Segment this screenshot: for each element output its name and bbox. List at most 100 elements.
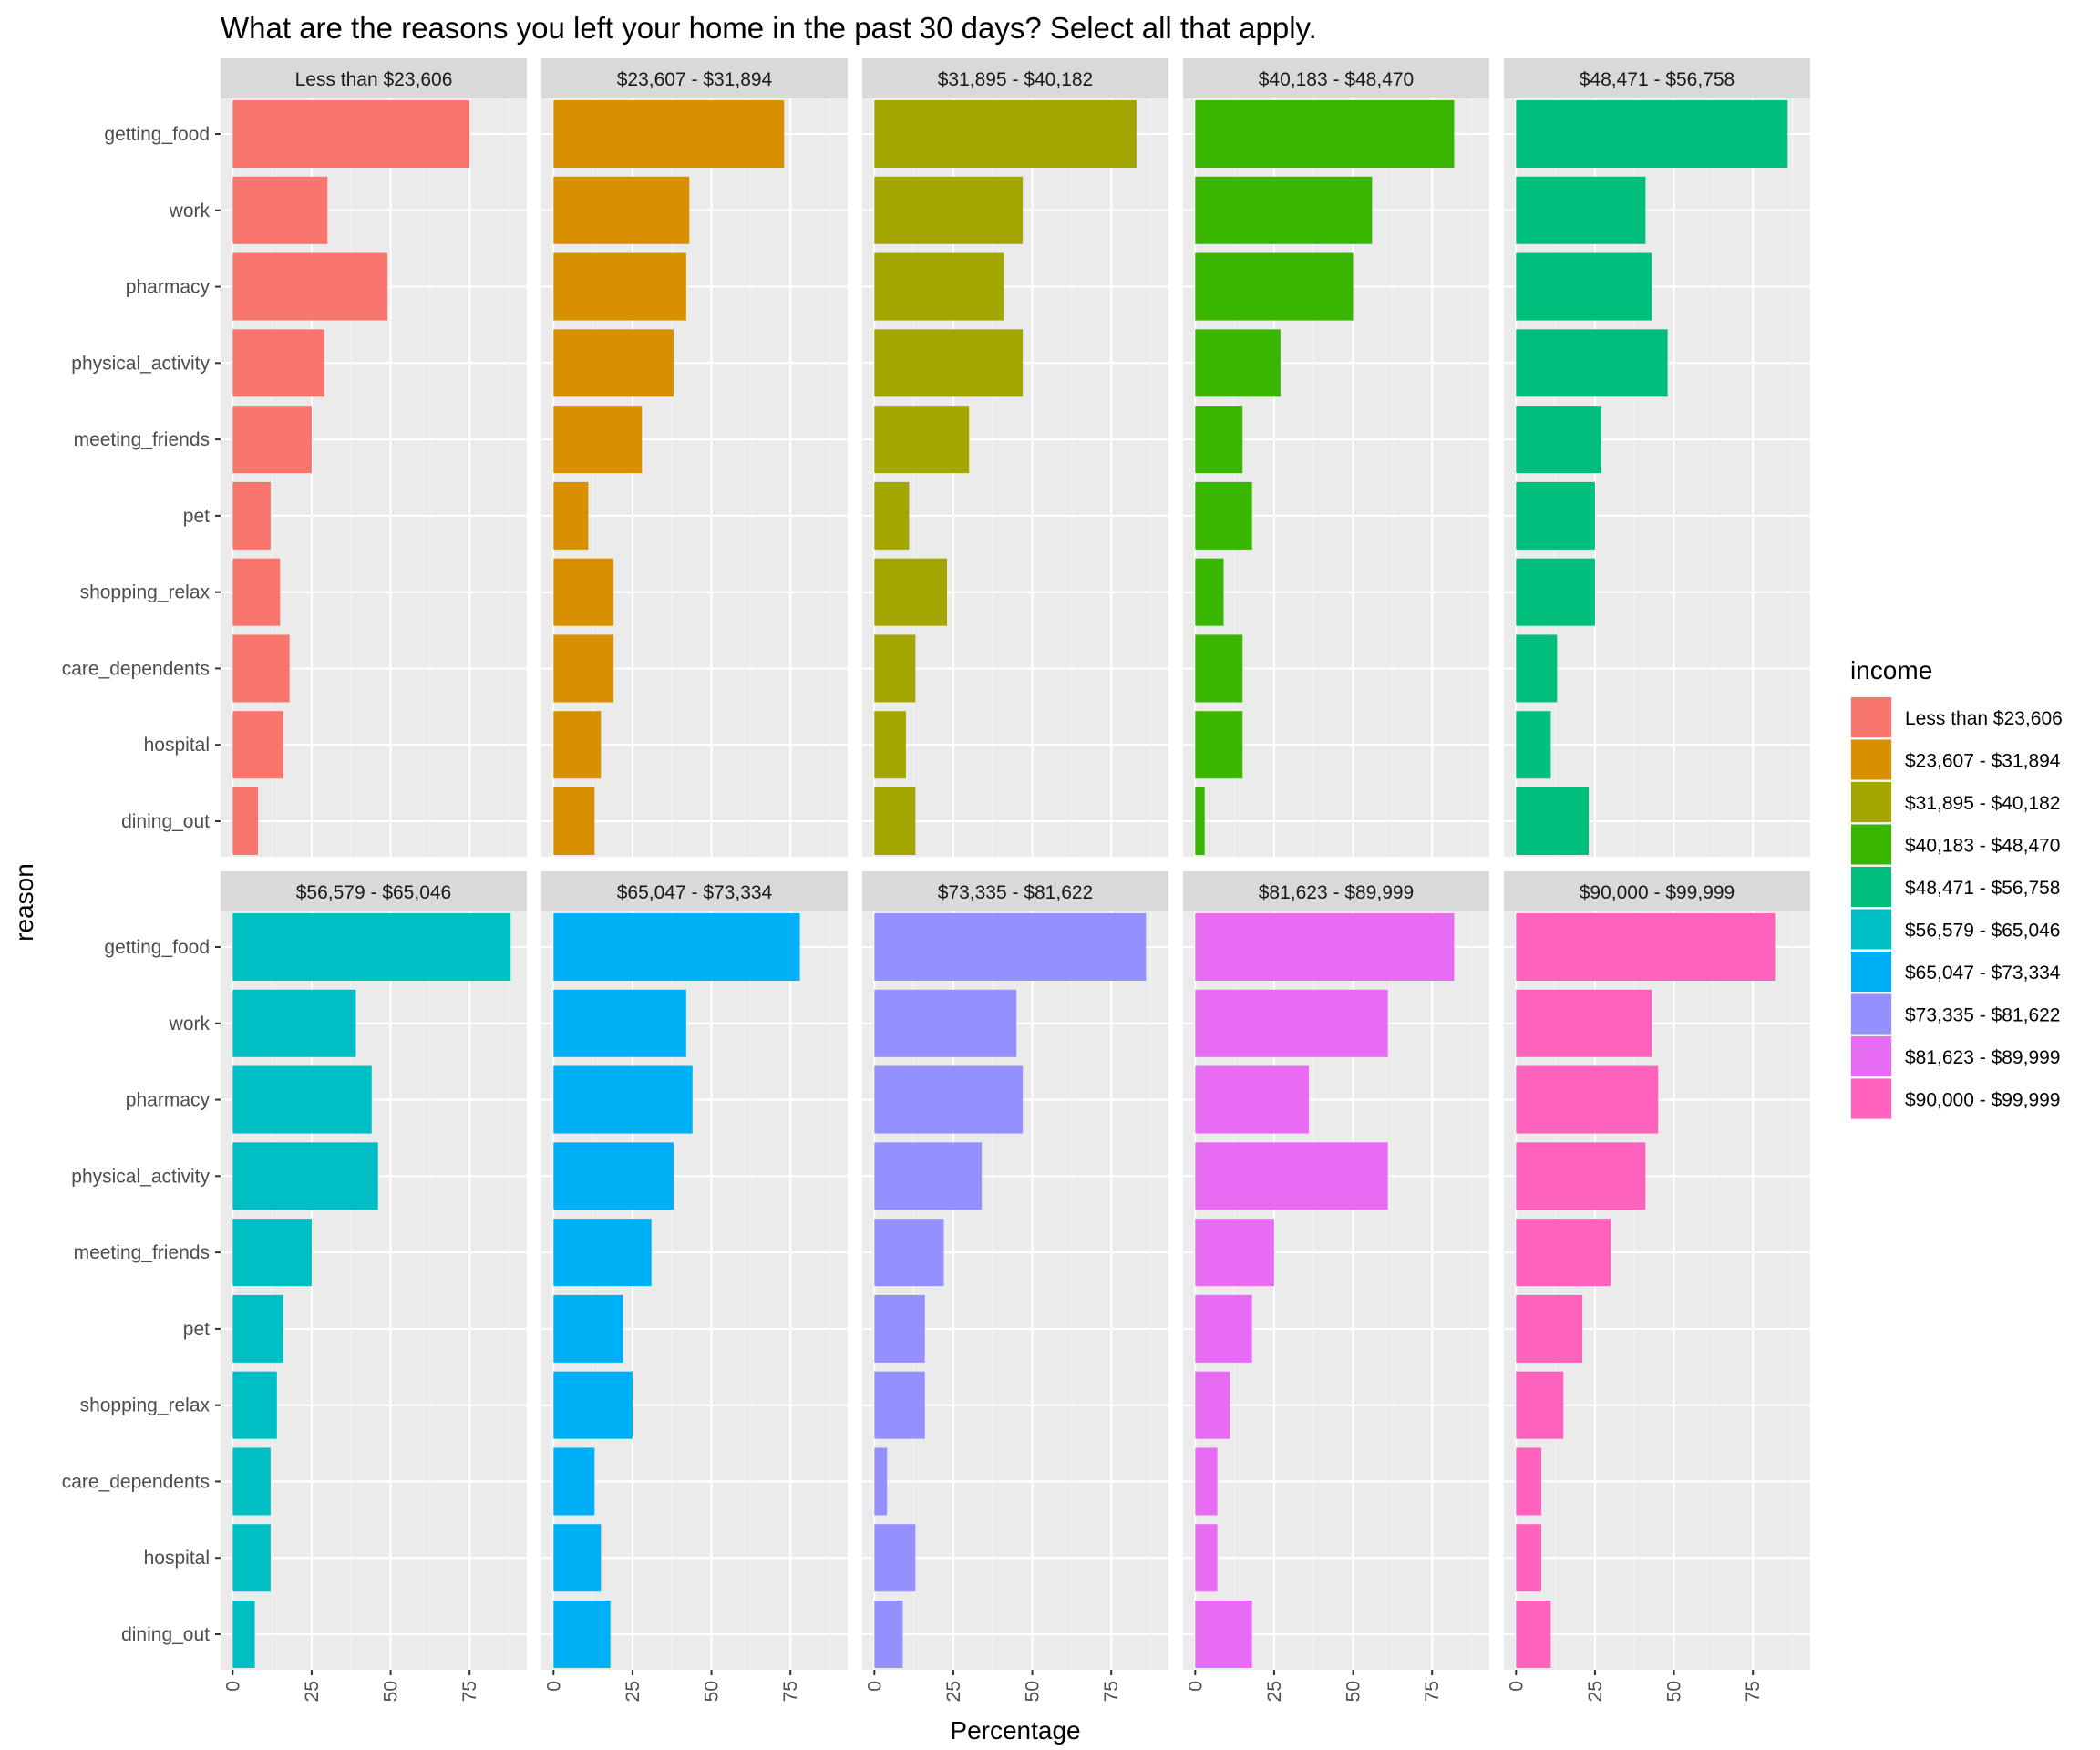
x-tick-label: 25 [623, 1681, 643, 1702]
bar [553, 1371, 633, 1439]
bar [232, 176, 328, 244]
bar [874, 1219, 944, 1287]
legend-swatch [1851, 1036, 1891, 1076]
facet-strip [1504, 58, 1810, 98]
bar [553, 788, 595, 855]
x-tick-label: 0 [864, 1681, 885, 1692]
bar [1516, 788, 1589, 855]
bar [1195, 100, 1455, 168]
legend-swatch [1851, 993, 1891, 1035]
bar [1516, 1065, 1659, 1134]
legend-swatch [1851, 824, 1891, 865]
bar [553, 176, 690, 244]
bar [874, 634, 916, 703]
x-axis-title: Percentage [950, 1716, 1080, 1745]
legend: income Less than $23,606 $23,607 - $31,89… [1850, 656, 2063, 1120]
bar [553, 711, 602, 779]
y-tick-label: dining_out [121, 811, 210, 832]
facet-strip-label: $65,047 - $73,334 [617, 882, 773, 903]
bar [1516, 100, 1788, 168]
bar [874, 1294, 925, 1363]
bar [874, 1524, 916, 1592]
bar [1516, 329, 1668, 397]
bar [1195, 481, 1252, 550]
bar [874, 1142, 983, 1210]
bar [232, 913, 511, 981]
bar [232, 634, 290, 703]
bar [1195, 406, 1243, 474]
bar [232, 788, 259, 855]
bar [1195, 1524, 1218, 1592]
bar [232, 100, 470, 168]
legend-label: $23,607 - $31,894 [1905, 751, 2061, 772]
bar [553, 1065, 693, 1134]
bar [232, 1601, 255, 1668]
bar [1195, 634, 1243, 703]
y-tick-label: hospital [144, 1548, 210, 1569]
bar [874, 1447, 888, 1516]
bar [553, 1219, 652, 1287]
legend-items: Less than $23,606 $23,607 - $31,894 $31,89… [1850, 696, 2063, 1120]
bar [874, 329, 1024, 397]
facet-strip-label: $40,183 - $48,470 [1259, 69, 1414, 90]
bar [1516, 481, 1595, 550]
bar [553, 989, 686, 1057]
legend-label: $56,579 - $65,046 [1905, 921, 2060, 942]
bar [553, 1294, 623, 1363]
bar [232, 406, 312, 474]
facet-panel: $48,471 - $56,758 [1504, 58, 1810, 857]
bar [874, 100, 1137, 168]
x-tick-label: 25 [302, 1681, 323, 1702]
legend-label: $31,895 - $40,182 [1905, 793, 2060, 814]
x-tick-label: 0 [543, 1681, 564, 1692]
facet-strip-label: $81,623 - $89,999 [1259, 882, 1414, 903]
x-tick-label: 50 [1664, 1681, 1685, 1702]
bar [874, 989, 1017, 1057]
legend-label: $73,335 - $81,622 [1905, 1005, 2060, 1026]
facet-strip-label: $31,895 - $40,182 [938, 69, 1093, 90]
facet-strip [862, 871, 1168, 911]
x-tick-label: 75 [1422, 1681, 1443, 1702]
legend-label: $81,623 - $89,999 [1905, 1047, 2060, 1068]
y-tick-label: pet [183, 506, 210, 527]
bar [1516, 1294, 1583, 1363]
x-tick-label: 25 [943, 1681, 964, 1702]
bar [1195, 176, 1373, 244]
bar [553, 252, 686, 321]
legend-label: Less than $23,606 [1905, 708, 2063, 729]
bar [232, 1524, 271, 1592]
bar [874, 176, 1024, 244]
bar [1516, 913, 1776, 981]
facet-strip [862, 58, 1168, 98]
legend-swatch [1851, 1078, 1891, 1119]
x-tick-label: 50 [381, 1681, 402, 1702]
y-tick-label: dining_out [121, 1624, 210, 1645]
y-tick-label: meeting_friends [74, 1242, 210, 1263]
facet-panel: $65,047 - $73,334 0 25 50 75 [541, 871, 848, 1702]
bar [1516, 1371, 1564, 1439]
y-tick-label: care_dependents [62, 1471, 210, 1492]
bar [1195, 1447, 1218, 1516]
bar [232, 1065, 372, 1134]
bar [232, 1294, 283, 1363]
bar [1195, 788, 1205, 855]
y-tick-label: pharmacy [126, 277, 211, 298]
y-tick-label: getting_food [104, 124, 210, 145]
bar [874, 1601, 903, 1668]
x-tick-label: 75 [780, 1681, 801, 1702]
facet-strip-label: $48,471 - $56,758 [1580, 69, 1735, 90]
legend-label: $90,000 - $99,999 [1905, 1090, 2060, 1111]
bar [1516, 558, 1595, 626]
bar [1516, 252, 1652, 321]
bar [874, 788, 916, 855]
bar [1516, 989, 1652, 1057]
x-tick-label: 50 [1023, 1681, 1044, 1702]
bar [1195, 558, 1224, 626]
bar [232, 1371, 277, 1439]
facet-strip [1504, 871, 1810, 911]
facet-strip [1183, 871, 1489, 911]
facet-panel: $90,000 - $99,999 0 25 50 75 [1504, 871, 1810, 1702]
legend-swatch [1851, 782, 1891, 822]
